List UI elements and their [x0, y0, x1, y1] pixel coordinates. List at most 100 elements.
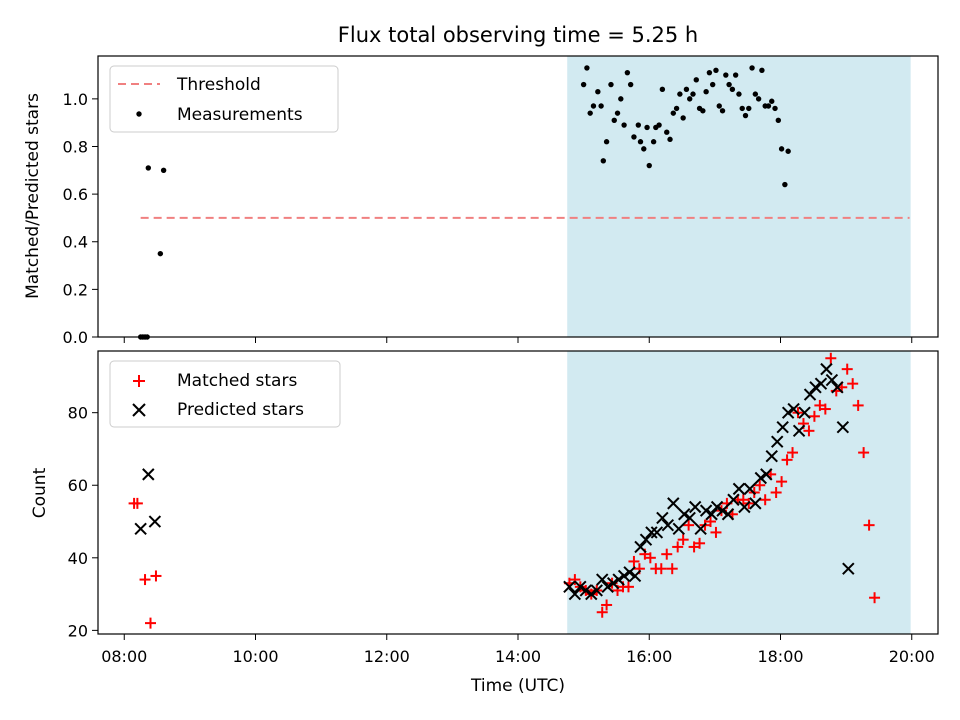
predicted-star-point: [738, 500, 751, 514]
matched-star-point: [655, 563, 667, 575]
predicted-star-point: [831, 381, 844, 394]
top-legend: Threshold Measurements: [109, 65, 339, 133]
measurement-point: [673, 105, 680, 112]
predicted-star-point: [612, 573, 625, 586]
predicted-star-point: [699, 504, 713, 517]
predicted-star-point: [639, 533, 653, 546]
legend-matched-swatch: [133, 375, 145, 387]
measurement-point: [759, 67, 765, 73]
legend-matched-label: Matched stars: [177, 371, 297, 391]
predicted-star-point: [760, 468, 773, 481]
measurement-point: [598, 103, 604, 109]
predicted-star-point: [601, 580, 614, 594]
matched-star-point: [754, 479, 766, 491]
measurement-point: [755, 96, 762, 102]
matched-star-point: [808, 410, 820, 422]
predicted-star-point: [803, 388, 817, 401]
measurement-point: [736, 91, 742, 97]
predicted-star-point: [710, 500, 724, 514]
matched-star-point: [759, 494, 771, 506]
bottom-y-ticks: 20 40 60 80: [68, 404, 98, 640]
matched-star-point: [710, 526, 722, 538]
predicted-star-point: [792, 424, 806, 438]
legend-predicted-label: Predicted stars: [177, 400, 304, 420]
bottom-x-tick-label: 14:00: [495, 647, 541, 666]
matched-star-point: [601, 599, 613, 611]
matched-star-point: [825, 352, 837, 364]
matched-star-point: [847, 378, 859, 390]
legend-threshold-label: Threshold: [176, 75, 261, 95]
matched-star-point: [131, 497, 143, 509]
top-shaded-span: [567, 56, 911, 337]
measurement-point: [631, 134, 637, 140]
predicted-star-point: [743, 482, 757, 496]
measurement-point: [603, 139, 610, 145]
measurement-point: [659, 86, 666, 93]
matched-star-point: [770, 487, 782, 498]
measurement-point: [644, 124, 650, 131]
predicted-star-point: [798, 406, 811, 419]
top-y-tick-label: 0.0: [63, 328, 88, 347]
measurement-point: [778, 146, 785, 152]
matched-star-point: [863, 519, 875, 531]
predicted-star-point: [749, 497, 762, 510]
measurement-point: [703, 89, 709, 95]
predicted-star-point: [809, 381, 822, 394]
predicted-star-point: [765, 450, 778, 463]
measurement-point: [600, 158, 607, 164]
top-y-tick-label: 1.0: [63, 90, 88, 109]
predicted-star-point: [623, 566, 636, 579]
bottom-x-tick-label: 16:00: [626, 647, 672, 666]
measurement-point: [618, 96, 624, 102]
measurement-point: [726, 81, 732, 88]
top-y-ticks: 0.0 0.2 0.4 0.6 0.8 1.0: [63, 90, 98, 347]
measurement-point: [693, 77, 699, 83]
predicted-star-point: [688, 500, 702, 514]
matched-star-point: [596, 606, 608, 618]
bottom-legend: Matched stars Predicted stars: [109, 360, 341, 428]
matched-star-point: [787, 447, 799, 459]
bottom-y-tick-label: 60: [68, 476, 88, 495]
top-legend-box: [109, 65, 339, 133]
measurement-point: [145, 165, 152, 171]
predicted-star-point: [814, 377, 828, 390]
bottom-y-axis-label: Count: [30, 467, 50, 518]
measurement-point: [772, 105, 778, 112]
matched-star-point: [705, 516, 716, 528]
matched-star-point: [672, 541, 684, 553]
matched-star-point: [644, 552, 656, 564]
predicted-star-point: [694, 522, 707, 535]
predicted-star-point: [705, 508, 718, 521]
measurement-point: [160, 167, 167, 174]
predicted-star-point: [754, 471, 768, 485]
predicted-star-point: [596, 573, 609, 586]
bottom-y-tick-label: 40: [68, 549, 88, 568]
measurement-point: [590, 103, 597, 109]
measurement-point: [746, 105, 752, 112]
measurement-point: [749, 65, 755, 71]
predicted-star-point: [656, 511, 669, 525]
predicted-star-point: [820, 362, 833, 376]
matched-star-point: [661, 548, 673, 560]
matched-star-point: [628, 555, 640, 567]
predicted-star-point: [787, 402, 800, 416]
matched-star-point: [869, 592, 881, 604]
predicted-star-point: [134, 522, 147, 535]
predicted-star-point: [574, 580, 587, 594]
measurement-point: [739, 105, 745, 112]
matched-star-point: [666, 563, 678, 575]
measurement-point: [752, 91, 759, 97]
matched-star-point: [803, 425, 815, 437]
matched-star-point: [145, 617, 156, 629]
matched-star-point: [569, 574, 581, 586]
measurement-point: [584, 65, 590, 71]
measurement-point: [690, 91, 696, 97]
matched-star-point: [677, 534, 689, 546]
measurement-point: [656, 122, 662, 128]
bottom-x-tick-label: 12:00: [364, 647, 410, 666]
matched-star-point: [819, 403, 831, 415]
matched-star-point: [694, 537, 706, 549]
predicted-star-point: [661, 518, 675, 532]
measurement-point: [782, 181, 788, 188]
matched-star-point: [858, 447, 870, 459]
